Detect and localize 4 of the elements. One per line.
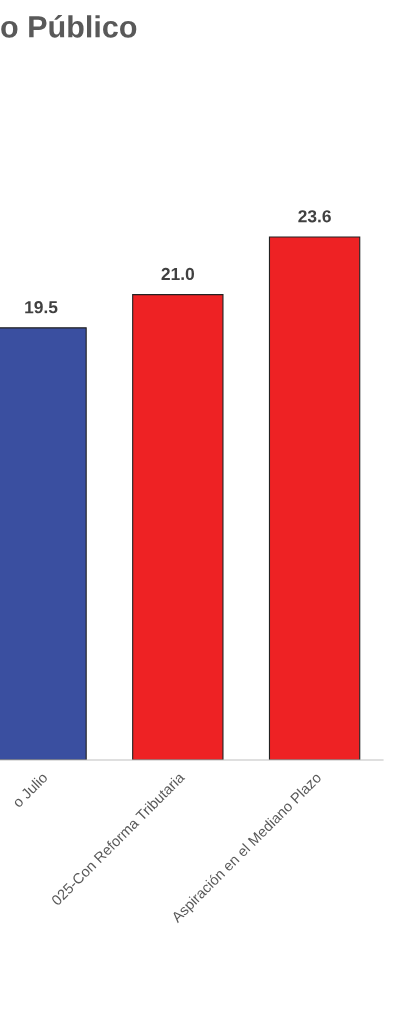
chart-title: o Público	[1, 14, 137, 38]
data-label: 19.5	[25, 301, 58, 314]
data-label: 21.0	[161, 267, 195, 281]
data-label: 23.6	[298, 210, 331, 223]
